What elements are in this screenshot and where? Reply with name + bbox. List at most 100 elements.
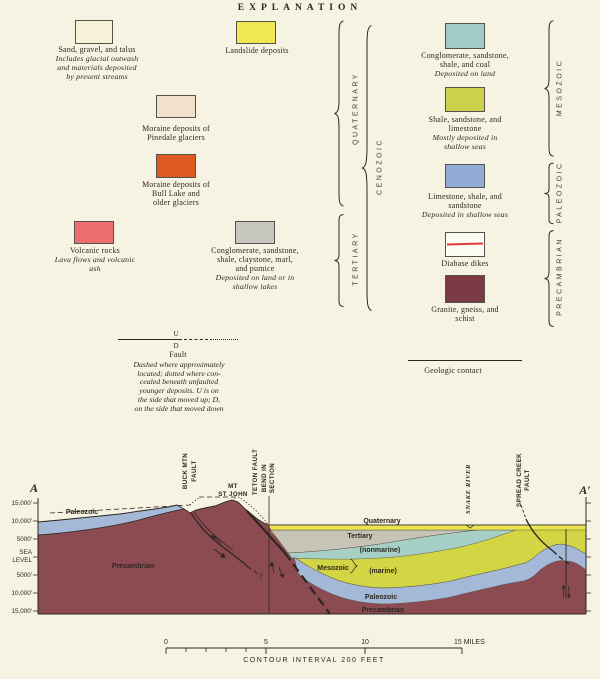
projected-surface-dotted-descent (237, 496, 269, 526)
legend-label: shale, and coal (439, 60, 491, 69)
scale-5: 5 (264, 639, 268, 646)
buck-fault-arrow-up-head (211, 535, 217, 540)
geologic-cross-section: ? 15,000' 10,000' 5000' SEA LE (12, 449, 591, 664)
swatch-sand-gravel-talus (75, 20, 113, 44)
brace-precambrian (544, 230, 554, 327)
era-label-tertiary: TERTIARY (352, 231, 360, 286)
label-bend-in: BEND IN (261, 464, 268, 492)
swatch-bull-lake-moraine (156, 154, 196, 178)
elev-level: LEVEL (12, 557, 32, 564)
legend-note: cealed beneath unfaulted (139, 377, 219, 387)
legend-mesozoic-shale: Shale, sandstone, and limestone Mostly d… (385, 115, 545, 151)
fault-d-label: D (173, 342, 179, 350)
label-snake-river: SNAKE RIVER (465, 464, 472, 514)
label-marine: (marine) (369, 568, 397, 575)
swatch-paleozoic-limestone (445, 164, 485, 188)
elev-5000-upper: 5000' (17, 536, 32, 543)
label-buck-mtn: BUCK MTN (182, 453, 189, 489)
swatch-diabase-dikes (445, 232, 485, 257)
legend-mesozoic-coal: Conglomerate, sandstone, shale, and coal… (385, 51, 545, 78)
legend-note: younger deposits. U is on (139, 386, 219, 396)
legend-label: shale, claystone, marl, (217, 255, 293, 264)
teton-arrow-up-head (269, 561, 275, 567)
legend-landslide: Landslide deposits (177, 46, 337, 55)
label-section: SECTION (269, 463, 276, 493)
era-label-precambrian: PRECAMBRIAN (556, 237, 564, 316)
label-teton-fault: TETON FAULT (252, 449, 259, 495)
right-axis-ticks (586, 502, 591, 612)
teton-fault-solid (246, 510, 286, 554)
label-nonmarine: (nonmarine) (360, 547, 400, 554)
teton-arrow-down-head (279, 573, 285, 579)
legend-label: sandstone (448, 201, 482, 210)
buck-mtn-fault-line (190, 512, 249, 568)
section-end-a: A (29, 481, 38, 495)
buck-fault-arrow-down-head (220, 552, 226, 558)
legend-tertiary-sediments: Conglomerate, sandstone, shale, clayston… (175, 246, 335, 291)
geologic-contact-line (408, 360, 522, 361)
legend-note: on the side that moved down (134, 403, 224, 413)
legend-label: limestone (448, 124, 482, 133)
fault-question-mark: ? (259, 572, 263, 581)
legend-paleozoic-limestone: Limestone, shale, and sandstone Deposite… (385, 192, 545, 219)
elev-sea: SEA (19, 549, 32, 556)
legend-note: located; dotted where con- (137, 368, 221, 378)
label-spread-fault: FAULT (524, 469, 531, 490)
legend-label: Conglomerate, sandstone, (421, 51, 509, 60)
legend-bull-lake-moraine: Moraine deposits of Bull Lake and older … (96, 180, 256, 207)
scale-0: 0 (164, 639, 168, 646)
swatch-mesozoic-shale (445, 87, 485, 112)
legend-note: shallow seas (443, 142, 487, 151)
elev-15000-upper: 15,000' (12, 500, 32, 507)
legend-note: shallow lakes (232, 282, 278, 291)
label-precambrian-east: Precambrian (362, 607, 404, 614)
quaternary-layer (267, 524, 587, 531)
left-axis-ticks (33, 502, 38, 612)
era-label-mesozoic: MESOZOIC (556, 58, 564, 117)
mt-st-john-leader (233, 497, 236, 502)
page-title: EXPLANATION (237, 3, 363, 13)
tertiary-nonmarine-layer (287, 529, 517, 560)
label-tertiary: Tertiary (347, 533, 372, 540)
legend-note: Includes glacial outwash (55, 54, 139, 63)
label-buck-fault: FAULT (191, 460, 198, 481)
legend-label: Shale, sandstone, and (428, 115, 502, 124)
swatch-landslide (236, 21, 276, 44)
legend-label: Diabase dikes (441, 259, 489, 268)
elev-15000-lower: 15,000' (12, 608, 32, 615)
fault-legend-title: Fault (98, 350, 258, 359)
legend-sand-gravel-talus: Sand, gravel, and talus Includes glacial… (17, 45, 177, 81)
spread-creek-fault-dashed (552, 550, 570, 565)
mesozoic-mini-brace (349, 558, 358, 574)
brace-mesozoic (544, 20, 554, 157)
scale-bar-minor-ticks (185, 648, 247, 652)
legend-label: schist (455, 314, 475, 323)
brace-paleozoic (544, 163, 554, 224)
legend-note: Deposited in shallow seas (421, 210, 509, 219)
legend-label: Moraine deposits of (142, 180, 210, 189)
label-st-john: ST JOHN (218, 491, 248, 498)
scale-10: 10 (361, 639, 369, 646)
elev-10000-upper: 10,000' (12, 518, 32, 525)
legend-label: and pumice (235, 264, 275, 273)
label-mesozoic: Mesozoic (317, 565, 349, 572)
label-precambrian-west: Precambrian (112, 563, 154, 570)
legend-label: Landslide deposits (225, 46, 289, 55)
legend-note: and materials deposited (57, 63, 137, 72)
spread-creek-fault-leader (520, 504, 527, 520)
diabase-red-line (446, 242, 484, 246)
paleozoic-basement-contact (37, 508, 185, 536)
label-spread-creek: SPREAD CREEK (516, 453, 523, 507)
buck-fault-arrow-down-shaft (213, 548, 224, 557)
minor-fault-arrow-down-head (567, 594, 571, 599)
label-paleozoic-east: Paleozoic (365, 594, 397, 601)
legend-note: ash (89, 264, 101, 273)
legend-note: Deposited on land or in (215, 273, 295, 282)
legend-pinedale-moraine: Moraine deposits of Pinedale glaciers (96, 124, 256, 142)
minor-fault-arrow-up-head (561, 584, 566, 589)
scale-15-miles: 15 MILES (454, 639, 485, 646)
label-mt: MT (228, 483, 238, 490)
legend-label: Moraine deposits of (142, 124, 210, 133)
elev-5000-lower: 5000' (17, 572, 32, 579)
